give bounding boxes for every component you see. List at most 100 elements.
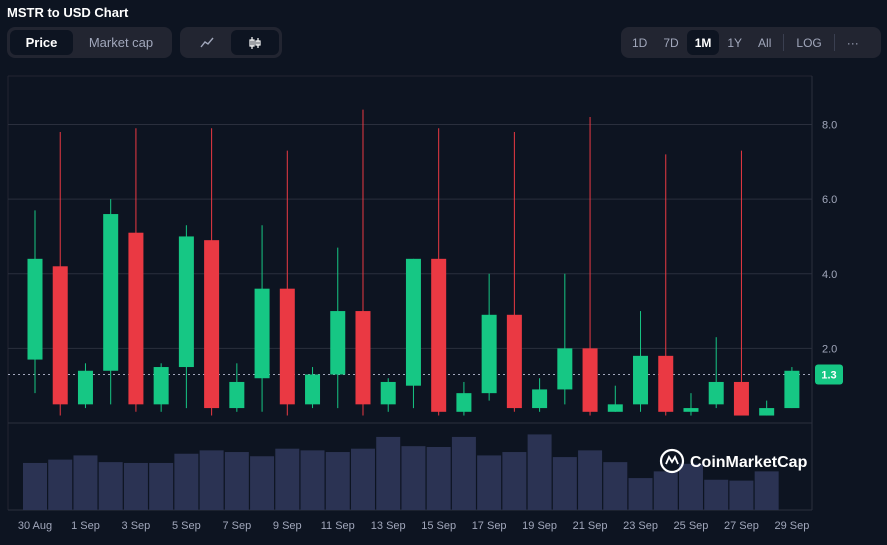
tab-price[interactable]: Price <box>10 30 73 55</box>
x-tick-label: 9 Sep <box>273 520 302 532</box>
volume-bar <box>48 459 73 510</box>
candle[interactable] <box>532 378 548 412</box>
volume-bar <box>250 456 275 510</box>
candle[interactable] <box>279 150 295 416</box>
candle-body <box>178 236 194 368</box>
line-view-button[interactable] <box>183 30 231 55</box>
candle-body <box>481 314 497 394</box>
range-1d-button[interactable]: 1D <box>632 35 648 50</box>
candle[interactable] <box>330 247 346 409</box>
y-tick-label: 6.0 <box>822 194 837 206</box>
candle[interactable] <box>431 128 447 416</box>
candle-body <box>279 288 295 405</box>
candle[interactable] <box>658 154 674 416</box>
tab-market-cap[interactable]: Market cap <box>88 35 154 50</box>
candle[interactable] <box>305 367 321 409</box>
range-divider <box>833 34 835 51</box>
coinmarketcap-logo-mark <box>665 455 679 465</box>
candle[interactable] <box>103 199 119 405</box>
candle[interactable] <box>557 273 573 405</box>
volume-bar <box>603 462 628 510</box>
x-tick-label: 11 Sep <box>321 520 355 532</box>
chart-style-toggle <box>180 27 282 58</box>
candle[interactable] <box>405 258 421 409</box>
x-tick-label: 23 Sep <box>623 520 658 532</box>
candle[interactable] <box>204 128 220 416</box>
candle-body <box>27 258 43 360</box>
candle-body <box>229 381 245 409</box>
candle[interactable] <box>153 363 169 412</box>
candle-body <box>77 370 93 405</box>
volume-bar <box>451 436 476 510</box>
range-1m-button[interactable]: 1M <box>686 30 720 55</box>
candle-body <box>380 381 396 405</box>
candle[interactable] <box>27 210 43 394</box>
candle[interactable] <box>607 385 623 412</box>
volume-bar <box>98 462 123 510</box>
x-tick-label: 21 Sep <box>573 520 608 532</box>
coinmarketcap-logo-icon <box>659 448 685 474</box>
candle-body <box>759 408 775 416</box>
volume-bar <box>678 463 703 510</box>
x-tick-label: 3 Sep <box>122 520 151 532</box>
watermark-text: CoinMarketCap <box>690 454 808 471</box>
range-all-button[interactable]: All <box>758 35 772 50</box>
price-chart[interactable]: 2.0 4.0 6.0 8.0 1.3 30 Aug 1 Sep 3 Sep 5 Sep 7 Se… <box>0 70 887 540</box>
candle-body <box>532 389 548 409</box>
candle[interactable] <box>759 400 775 416</box>
volume-bar <box>73 455 98 510</box>
candle[interactable] <box>708 337 724 409</box>
x-tick-label: 30 Aug <box>18 520 52 532</box>
candle[interactable] <box>733 150 749 416</box>
more-options-button[interactable]: ··· <box>846 35 859 50</box>
candle[interactable] <box>380 378 396 412</box>
candle-body <box>204 240 220 409</box>
range-1y-button[interactable]: 1Y <box>727 35 743 50</box>
candle[interactable] <box>52 131 68 416</box>
candle[interactable] <box>178 225 194 409</box>
coinmarketcap-watermark: CoinMarketCap <box>659 448 808 474</box>
candle[interactable] <box>229 363 245 412</box>
volume-bar <box>224 452 249 510</box>
volume-bar <box>628 478 653 510</box>
candle[interactable] <box>355 109 371 416</box>
candle[interactable] <box>128 128 144 412</box>
volume-bar <box>376 436 401 510</box>
candle[interactable] <box>456 381 472 416</box>
volume-bar <box>729 480 754 510</box>
candle[interactable] <box>254 225 270 412</box>
candle[interactable] <box>633 311 649 412</box>
candle[interactable] <box>784 367 800 409</box>
candle[interactable] <box>77 363 93 409</box>
x-tick-label: 1 Sep <box>71 520 100 532</box>
candle-body <box>405 258 421 386</box>
candle-body <box>784 370 800 409</box>
candle-body <box>355 311 371 405</box>
volume-bar <box>653 471 678 510</box>
candle-body <box>607 404 623 412</box>
volume-bar <box>325 452 350 510</box>
volume-bar <box>174 453 199 510</box>
candle-body <box>506 314 522 409</box>
x-tick-label: 17 Sep <box>472 520 507 532</box>
candle-view-button[interactable] <box>231 30 279 55</box>
candlestick-icon <box>249 36 261 49</box>
candle[interactable] <box>683 393 699 416</box>
volume-bar <box>23 462 47 510</box>
candle-body <box>633 355 649 405</box>
current-price-label: 1.3 <box>821 369 836 381</box>
candlestick-chart-svg: 2.0 4.0 6.0 8.0 1.3 30 Aug 1 Sep 3 Sep 5 Sep 7 Se… <box>7 75 843 532</box>
candle-body <box>103 214 119 371</box>
log-scale-button[interactable]: LOG <box>796 35 822 50</box>
x-tick-label: 7 Sep <box>222 520 251 532</box>
candle[interactable] <box>506 131 522 412</box>
range-7d-button[interactable]: 7D <box>663 35 679 50</box>
candle-body <box>733 381 749 416</box>
y-tick-label: 4.0 <box>822 269 837 281</box>
candle[interactable] <box>582 117 598 416</box>
candle[interactable] <box>481 273 497 401</box>
line-chart-icon <box>200 37 214 47</box>
chart-title: MSTR to USD Chart <box>7 5 129 20</box>
x-tick-label: 25 Sep <box>674 520 709 532</box>
x-tick-label: 19 Sep <box>522 520 557 532</box>
